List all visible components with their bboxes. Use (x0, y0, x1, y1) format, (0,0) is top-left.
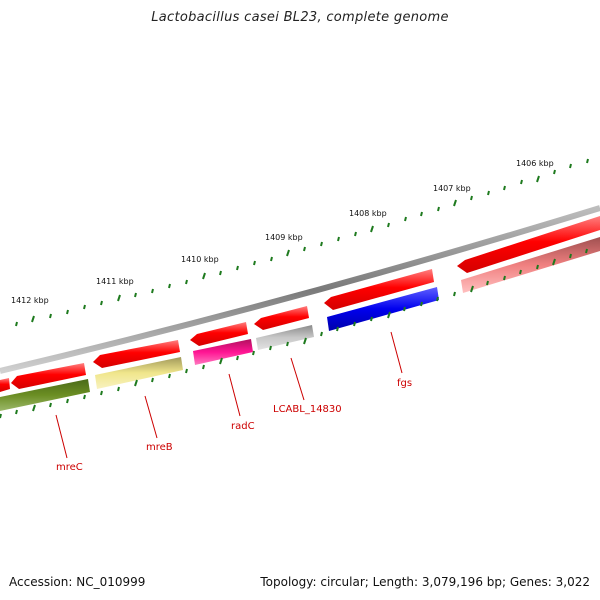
genome-summary-text: Topology: circular; Length: 3,079,196 bp… (260, 575, 590, 589)
gene-arrow[interactable] (254, 306, 309, 330)
scale-label: 1411 kbp (96, 277, 134, 286)
scale-labels: 1406 kbp 1407 kbp 1408 kbp 1409 kbp 1410… (11, 159, 554, 305)
genome-backbone (0, 205, 600, 374)
gene-label-radC[interactable]: radC (231, 421, 255, 432)
gene-track (0, 237, 600, 411)
scale-ticks (15, 158, 589, 327)
scale-label: 1409 kbp (265, 233, 303, 242)
inner-ticks (0, 248, 588, 419)
gene-label-fgs[interactable]: fgs (397, 378, 412, 389)
label-leaders (55, 331, 403, 459)
gene-label-mreB[interactable]: mreB (146, 442, 173, 453)
gene-labels: fgs LCABL_14830 radC mreB mreC (56, 378, 412, 473)
map-title: Lactobacillus casei BL23, complete genom… (151, 10, 449, 25)
mreB-gene[interactable] (95, 357, 183, 389)
gene-label-mreC[interactable]: mreC (56, 462, 83, 473)
gene-arrow[interactable] (324, 269, 434, 310)
mreC-gene[interactable] (0, 379, 90, 411)
scale-label: 1412 kbp (11, 296, 49, 305)
LCABL_14830-gene[interactable] (256, 325, 314, 350)
radC-gene[interactable] (193, 339, 253, 365)
gene-arrow[interactable] (190, 322, 248, 346)
fgs-gene[interactable] (327, 287, 439, 331)
gene-arrow[interactable] (93, 340, 180, 368)
gene-arrow[interactable] (457, 216, 600, 273)
scale-label: 1408 kbp (349, 209, 387, 218)
right-gene[interactable] (461, 237, 600, 293)
gene-arrow[interactable] (0, 378, 10, 392)
scale-label: 1407 kbp (433, 184, 471, 193)
accession-text: Accession: NC_010999 (9, 575, 146, 589)
gene-label-LCABL_14830[interactable]: LCABL_14830 (273, 404, 342, 415)
forward-cds-track (0, 216, 600, 392)
gene-arrow[interactable] (11, 363, 86, 389)
scale-label: 1406 kbp (516, 159, 554, 168)
scale-label: 1410 kbp (181, 255, 219, 264)
